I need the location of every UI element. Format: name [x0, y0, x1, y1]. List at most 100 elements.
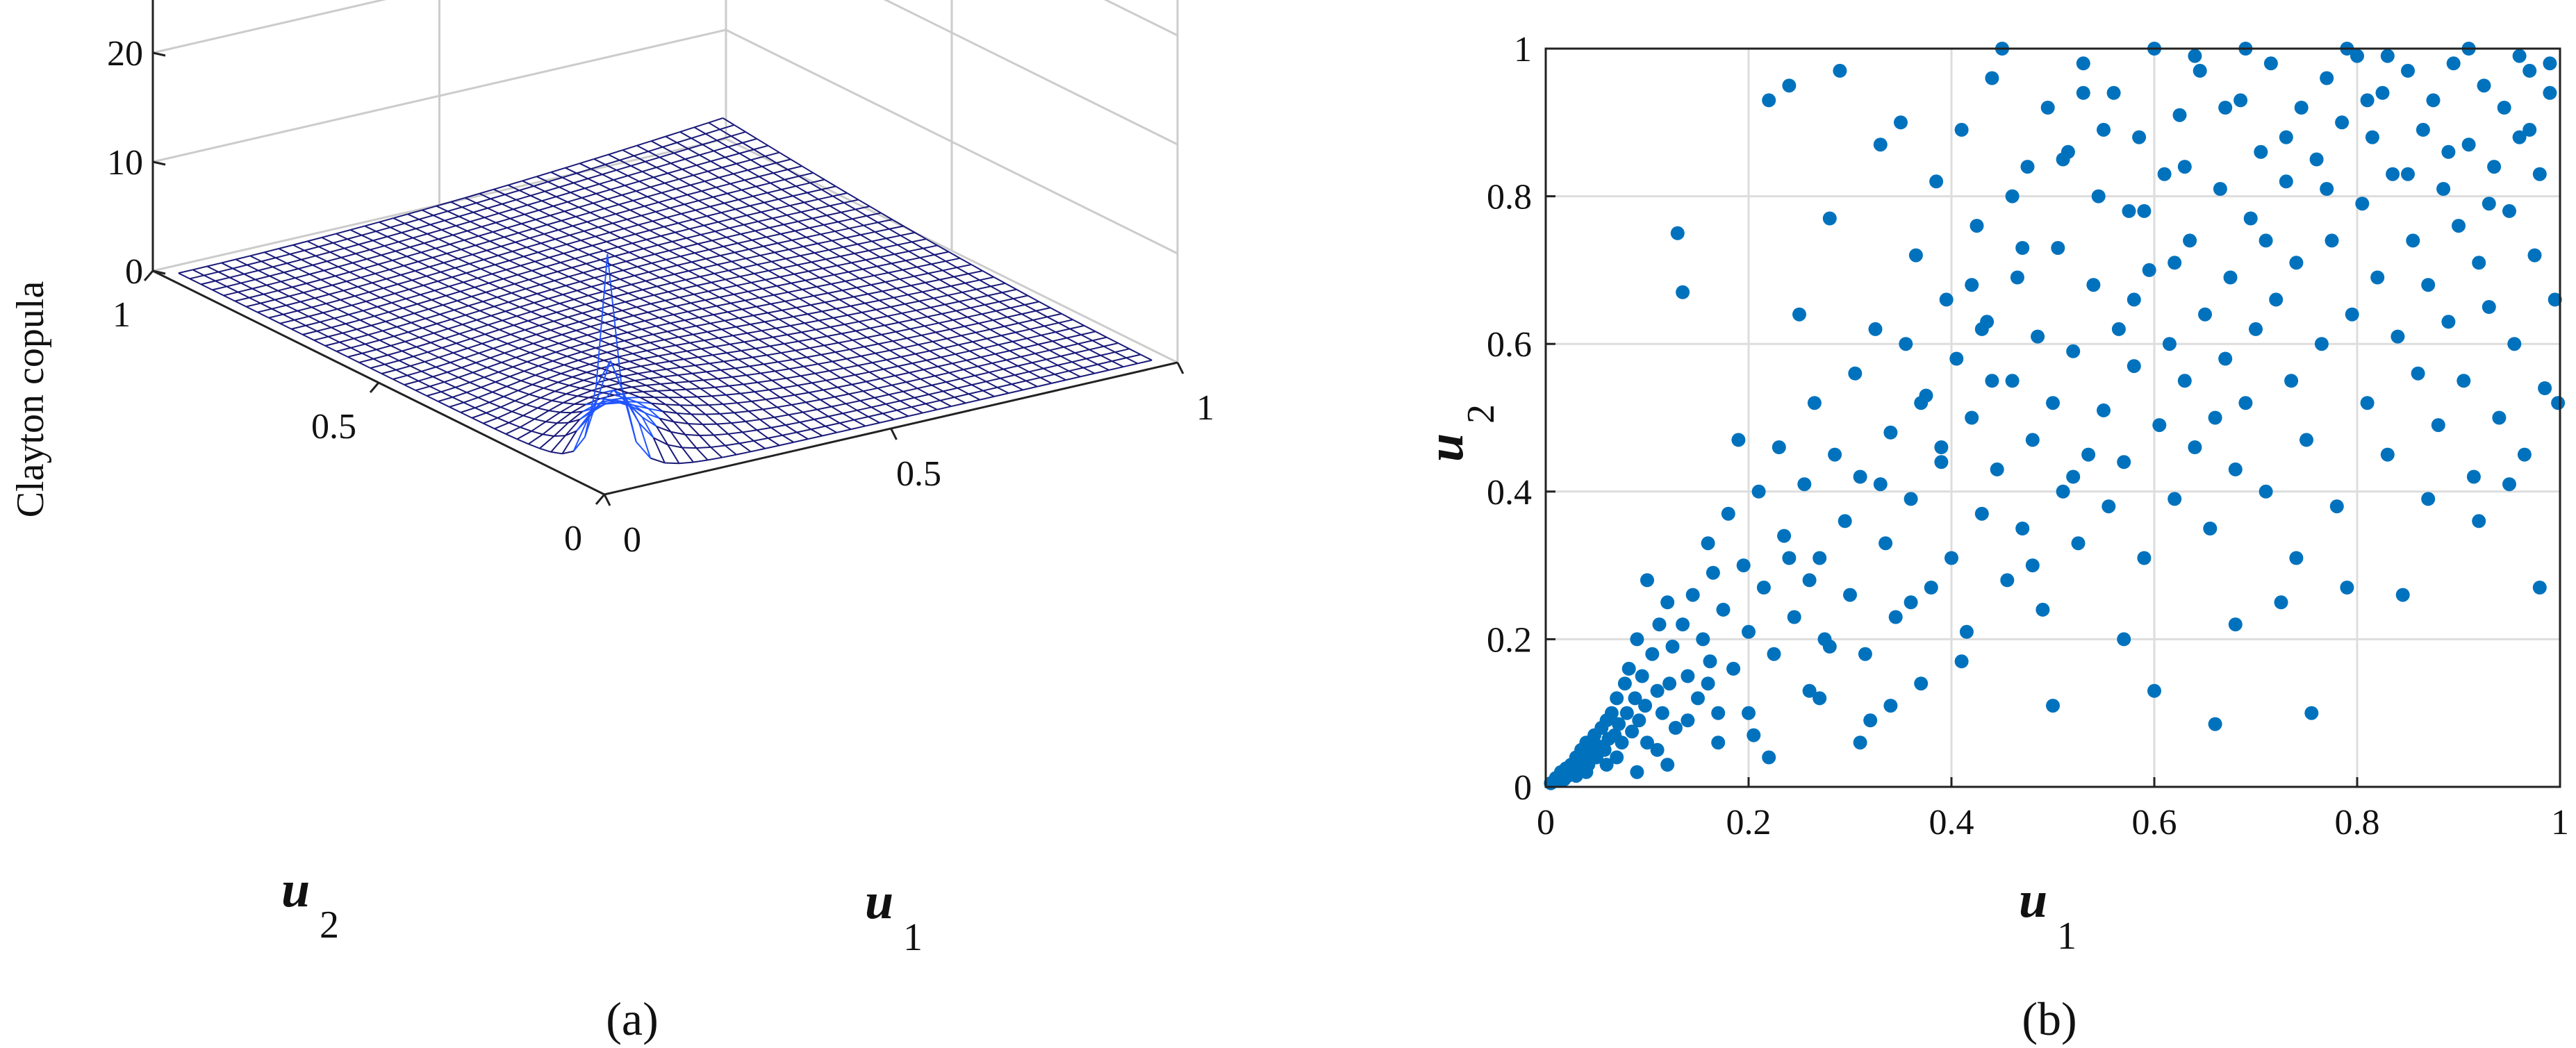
mesh-line	[851, 383, 864, 392]
mesh-line	[583, 268, 598, 274]
scatter-point	[2259, 484, 2273, 499]
mesh-line	[887, 313, 902, 317]
mesh-line	[865, 422, 880, 427]
mesh-line	[896, 285, 911, 290]
scatter-point	[2254, 144, 2268, 159]
mesh-line	[358, 244, 370, 251]
mesh-line	[525, 324, 540, 331]
mesh-line	[848, 271, 860, 279]
mesh-line	[627, 175, 640, 183]
mesh-line	[1021, 313, 1034, 321]
scatter-point	[2086, 278, 2101, 292]
mesh-line	[331, 284, 344, 292]
mesh-line	[817, 363, 830, 372]
mesh-line	[713, 434, 726, 447]
mesh-line	[896, 288, 909, 296]
u1-tick	[1176, 362, 1184, 374]
mesh-line	[789, 249, 801, 257]
mesh-line	[543, 275, 555, 282]
mesh-line	[1089, 349, 1101, 356]
mesh-line	[823, 344, 836, 353]
mesh-line	[831, 280, 846, 285]
mesh-line	[1037, 344, 1050, 351]
mesh-line	[344, 244, 359, 249]
mesh-line	[538, 205, 554, 211]
mesh-line	[506, 380, 522, 388]
mesh-line	[465, 272, 478, 279]
mesh-line	[715, 346, 727, 354]
mesh-line	[486, 287, 501, 293]
scatter-point	[1848, 366, 1863, 381]
mesh-line	[462, 319, 477, 326]
mesh-line	[286, 304, 298, 312]
mesh-line	[818, 317, 834, 322]
mesh-line	[361, 349, 377, 354]
mesh-line	[687, 308, 702, 313]
mesh-line	[916, 310, 928, 317]
mesh-line	[877, 219, 893, 224]
mesh-line	[1000, 377, 1012, 385]
mesh-line	[1069, 328, 1082, 335]
mesh-line	[658, 355, 670, 363]
mesh-line	[948, 372, 961, 380]
z-axis-label: Clayton copula	[9, 281, 52, 518]
mesh-line	[764, 321, 777, 329]
mesh-line	[511, 410, 524, 417]
mesh-line	[432, 257, 445, 264]
mesh-line	[695, 363, 710, 367]
mesh-line	[447, 210, 460, 217]
mesh-line	[563, 401, 575, 405]
mesh-line	[843, 246, 855, 254]
mesh-line	[889, 390, 904, 396]
scatter-point	[1569, 769, 1583, 783]
mesh-line	[565, 167, 577, 174]
mesh-line	[384, 363, 397, 371]
mesh-line	[746, 211, 761, 217]
mesh-line	[800, 418, 815, 423]
mesh-line	[841, 208, 856, 213]
mesh-line	[257, 311, 270, 319]
mesh-line	[556, 196, 568, 203]
mesh-line	[839, 299, 851, 307]
mesh-line	[563, 359, 579, 366]
mesh-line	[809, 389, 824, 394]
mesh-line	[685, 276, 700, 281]
mesh-line	[986, 338, 999, 346]
mesh-line	[255, 278, 267, 286]
mesh-line	[1052, 340, 1064, 348]
mesh-line	[301, 258, 313, 266]
mesh-line	[307, 237, 322, 242]
mesh-line	[748, 288, 763, 292]
mesh-line	[832, 317, 845, 325]
mesh-line	[581, 312, 594, 319]
u1-tick	[603, 494, 611, 506]
mesh-line	[784, 300, 797, 308]
mesh-line	[509, 370, 525, 378]
mesh-line	[715, 227, 730, 233]
mesh-line	[613, 179, 625, 186]
mesh-line	[529, 347, 545, 354]
mesh-line	[494, 428, 506, 435]
mesh-line	[515, 194, 531, 201]
mesh-line	[977, 365, 990, 374]
mesh-line	[527, 200, 543, 206]
mesh-line	[668, 247, 684, 251]
mesh-line	[543, 381, 559, 389]
mesh-line	[645, 280, 658, 288]
mesh-line	[518, 383, 533, 392]
mesh-line	[1103, 345, 1116, 353]
mesh-line	[697, 356, 710, 365]
mesh-line	[676, 302, 691, 307]
mesh-line	[634, 155, 646, 163]
mesh-line	[471, 291, 486, 297]
mesh-line	[751, 399, 766, 402]
mesh-line	[510, 329, 525, 335]
mesh-line	[582, 272, 595, 278]
mesh-line	[713, 146, 729, 152]
mesh-line	[661, 231, 676, 237]
mesh-line	[762, 285, 777, 290]
mesh-line	[861, 312, 874, 320]
mesh-line	[829, 367, 844, 372]
mesh-line	[1041, 331, 1056, 336]
mesh-line	[658, 352, 673, 357]
